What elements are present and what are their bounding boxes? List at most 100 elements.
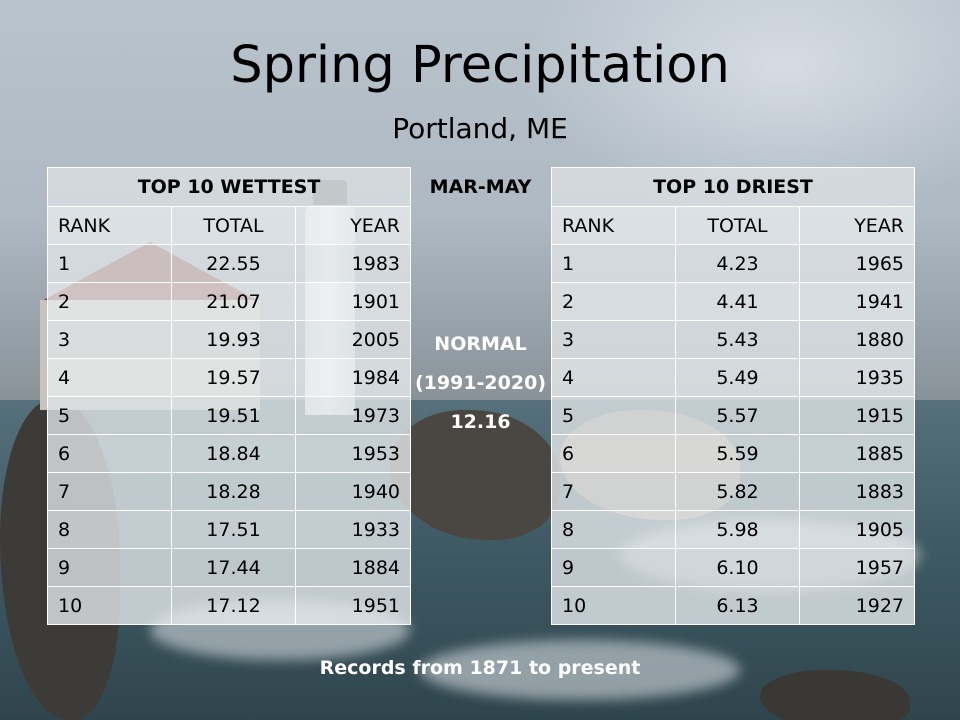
- rank-cell: 5: [551, 396, 676, 435]
- rank-cell: 7: [551, 472, 676, 511]
- year-cell: 1984: [295, 358, 411, 397]
- wave-foam: [420, 640, 740, 700]
- rank-cell: 5: [47, 396, 172, 435]
- table-row: 4 5.49 1935: [551, 358, 916, 397]
- rank-cell: 7: [47, 472, 172, 511]
- rocks: [760, 670, 910, 720]
- driest-table-heading: TOP 10 DRIEST: [550, 167, 916, 207]
- total-cell: 5.57: [675, 396, 800, 435]
- total-cell: 17.51: [171, 510, 296, 549]
- rank-cell: 2: [47, 282, 172, 321]
- total-cell: 5.82: [675, 472, 800, 511]
- driest-table: TOP 10 DRIEST RANK TOTAL YEAR 1 4.23 1965 …: [550, 167, 916, 625]
- column-header-total: TOTAL: [171, 206, 296, 245]
- year-cell: 1953: [295, 434, 411, 473]
- season-label: MAR-MAY: [429, 176, 532, 198]
- column-header-year: YEAR: [798, 206, 916, 245]
- total-cell: 4.41: [675, 282, 800, 321]
- year-cell: 1933: [295, 510, 411, 549]
- year-cell: 1927: [798, 586, 916, 625]
- table-row: 5 19.51 1973: [47, 396, 411, 435]
- total-cell: 17.12: [171, 586, 296, 625]
- total-cell: 18.28: [171, 472, 296, 511]
- year-cell: 1941: [798, 282, 916, 321]
- records-footnote: Records from 1871 to present: [319, 657, 641, 679]
- page-subtitle: Portland, ME: [392, 112, 568, 145]
- rank-cell: 9: [47, 548, 172, 587]
- wettest-table: TOP 10 WETTEST RANK TOTAL YEAR 1 22.55 198…: [47, 167, 411, 625]
- year-cell: 1905: [798, 510, 916, 549]
- page-title: Spring Precipitation: [230, 36, 730, 95]
- table-row: 6 5.59 1885: [551, 434, 916, 473]
- table-row: 7 5.82 1883: [551, 472, 916, 511]
- table-row: 1 22.55 1983: [47, 244, 411, 283]
- normal-value: 12.16: [450, 411, 511, 433]
- rank-cell: 6: [47, 434, 172, 473]
- total-cell: 6.13: [675, 586, 800, 625]
- total-cell: 5.98: [675, 510, 800, 549]
- total-cell: 18.84: [171, 434, 296, 473]
- rank-cell: 10: [47, 586, 172, 625]
- total-cell: 5.49: [675, 358, 800, 397]
- rank-cell: 1: [551, 244, 676, 283]
- table-row: 4 19.57 1984: [47, 358, 411, 397]
- table-row: 5 5.57 1915: [551, 396, 916, 435]
- table-row: 7 18.28 1940: [47, 472, 411, 511]
- year-cell: 2005: [295, 320, 411, 359]
- normal-label: NORMAL: [434, 333, 527, 355]
- rank-cell: 2: [551, 282, 676, 321]
- total-cell: 5.59: [675, 434, 800, 473]
- total-cell: 21.07: [171, 282, 296, 321]
- table-row: 9 6.10 1957: [551, 548, 916, 587]
- rank-cell: 3: [551, 320, 676, 359]
- table-row: 10 6.13 1927: [551, 586, 916, 625]
- column-header-rank: RANK: [47, 206, 172, 245]
- year-cell: 1883: [798, 472, 916, 511]
- year-cell: 1983: [295, 244, 411, 283]
- table-row: 2 21.07 1901: [47, 282, 411, 321]
- table-row: 1 4.23 1965: [551, 244, 916, 283]
- year-cell: 1880: [798, 320, 916, 359]
- normal-period: (1991-2020): [414, 372, 546, 394]
- year-cell: 1940: [295, 472, 411, 511]
- year-cell: 1901: [295, 282, 411, 321]
- table-row: 10 17.12 1951: [47, 586, 411, 625]
- rocks: [390, 410, 560, 540]
- total-cell: 4.23: [675, 244, 800, 283]
- column-header-year: YEAR: [295, 206, 411, 245]
- total-cell: 22.55: [171, 244, 296, 283]
- rank-cell: 6: [551, 434, 676, 473]
- table-row: 8 5.98 1905: [551, 510, 916, 549]
- total-cell: 5.43: [675, 320, 800, 359]
- year-cell: 1957: [798, 548, 916, 587]
- column-header-total: TOTAL: [675, 206, 800, 245]
- rank-cell: 9: [551, 548, 676, 587]
- total-cell: 19.93: [171, 320, 296, 359]
- column-header-rank: RANK: [551, 206, 676, 245]
- table-row: 2 4.41 1941: [551, 282, 916, 321]
- table-row: 8 17.51 1933: [47, 510, 411, 549]
- table-row: 3 5.43 1880: [551, 320, 916, 359]
- total-cell: 19.57: [171, 358, 296, 397]
- rank-cell: 3: [47, 320, 172, 359]
- total-cell: 17.44: [171, 548, 296, 587]
- total-cell: 19.51: [171, 396, 296, 435]
- year-cell: 1973: [295, 396, 411, 435]
- total-cell: 6.10: [675, 548, 800, 587]
- year-cell: 1885: [798, 434, 916, 473]
- rank-cell: 8: [47, 510, 172, 549]
- rank-cell: 1: [47, 244, 172, 283]
- wettest-table-heading: TOP 10 WETTEST: [47, 167, 411, 207]
- table-row: 3 19.93 2005: [47, 320, 411, 359]
- year-cell: 1884: [295, 548, 411, 587]
- year-cell: 1915: [798, 396, 916, 435]
- table-row: 9 17.44 1884: [47, 548, 411, 587]
- rank-cell: 8: [551, 510, 676, 549]
- table-row: 6 18.84 1953: [47, 434, 411, 473]
- rank-cell: 4: [47, 358, 172, 397]
- rank-cell: 10: [551, 586, 676, 625]
- rank-cell: 4: [551, 358, 676, 397]
- year-cell: 1951: [295, 586, 411, 625]
- year-cell: 1965: [798, 244, 916, 283]
- year-cell: 1935: [798, 358, 916, 397]
